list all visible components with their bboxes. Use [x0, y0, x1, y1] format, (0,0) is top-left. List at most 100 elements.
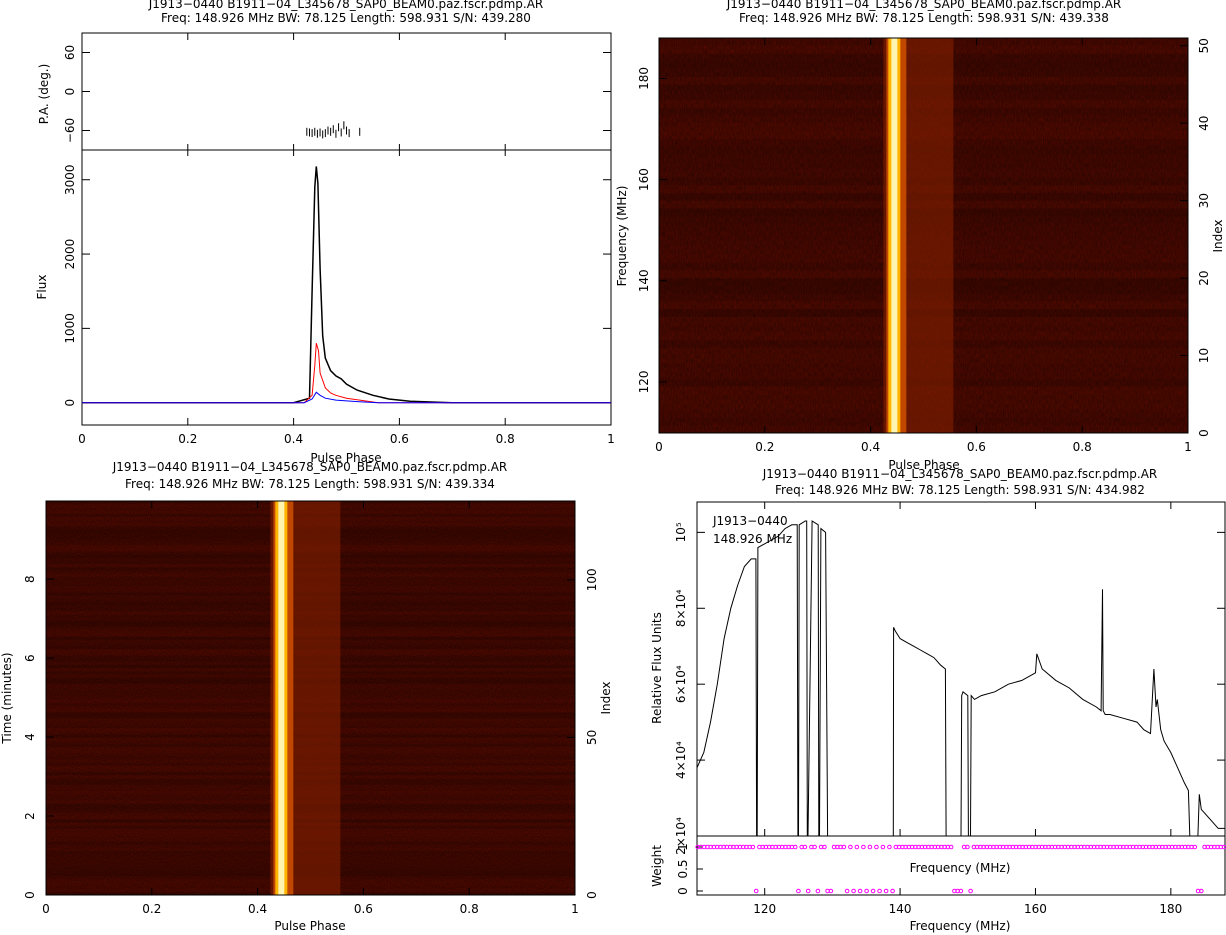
- weight-point: [864, 888, 869, 894]
- bandpass-y-label: Relative Flux Units: [650, 612, 664, 724]
- profile-xtick-label: 0.8: [496, 432, 515, 446]
- profile-xtick-label: 1: [607, 432, 615, 446]
- weight-point: [796, 888, 801, 894]
- phase-frequency-ytick-label: 180: [637, 67, 651, 90]
- profile-panel: J1913−0440 B1911−04_L345678_SAP0_BEAM0.p…: [35, 0, 615, 465]
- profile-xtick-label: 0: [78, 432, 86, 446]
- pa-ytick-label: −60: [63, 118, 77, 143]
- phase-time-panel: J1913−0440 B1911−04_L345678_SAP0_BEAM0.p…: [0, 460, 613, 933]
- bandpass-xtick-label: 180: [1159, 902, 1182, 916]
- pa-points: [306, 121, 361, 139]
- weight-point: [750, 844, 756, 850]
- bandpass-panel: J1913−0440 B1911−04_L345678_SAP0_BEAM0.p…: [650, 467, 1226, 933]
- weight-point: [890, 888, 895, 894]
- profile-y-label: Flux: [35, 275, 49, 300]
- profile-xtick-label: 0.2: [178, 432, 197, 446]
- weight-point: [851, 888, 856, 894]
- profile-xtick-label: 0.4: [284, 432, 303, 446]
- weight-point: [874, 844, 879, 850]
- phase-frequency-xtick-label: 0.2: [755, 440, 774, 454]
- profile-series-line: [82, 343, 611, 404]
- weight-point: [805, 888, 811, 894]
- weight-point: [1199, 888, 1204, 894]
- phase-frequency-axis-ticks: 0 0.2 0.4 0.6 0.8 1 120 140 160 180 0 10 20 30 40 50: [637, 38, 1211, 454]
- phase-time-xtick-label: 0.4: [248, 902, 267, 916]
- profile-series-line: [82, 391, 611, 404]
- bandpass-xtick-label: 140: [889, 902, 912, 916]
- bandpass-xtick-label: 120: [753, 902, 776, 916]
- weight-point: [792, 844, 798, 850]
- weight-point: [880, 844, 886, 850]
- weight-point: [965, 844, 970, 850]
- bandpass-title: J1913−0440 B1911−04_L345678_SAP0_BEAM0.p…: [762, 467, 1158, 481]
- weight-point: [1192, 844, 1198, 850]
- phase-frequency-index-tick-label: 30: [1197, 193, 1211, 208]
- bandpass-series: [696, 520, 1225, 837]
- weight-y-label: Weight: [650, 845, 664, 887]
- profile-xtick-label: 0.6: [390, 432, 409, 446]
- weight-point: [822, 844, 827, 850]
- profile-series: [82, 166, 611, 404]
- phase-frequency-ytick-label: 160: [637, 168, 651, 191]
- bandpass-x-label: Frequency (MHz): [910, 919, 1011, 933]
- pa-axis-label: P.A. (deg.): [37, 64, 51, 125]
- weight-point: [815, 888, 821, 894]
- weight-points: [695, 844, 1226, 894]
- weight-point: [844, 888, 850, 894]
- bandpass-annotation-freq: 148.926 MHz: [713, 532, 792, 546]
- bandpass-ytick-label: 6×10⁴: [674, 665, 688, 703]
- phase-time-index-tick-label: 100: [585, 568, 599, 591]
- weight-point: [857, 888, 863, 894]
- profile-ytick-label: 1000: [63, 313, 77, 344]
- profile-title: J1913−0440 B1911−04_L345678_SAP0_BEAM0.p…: [148, 0, 544, 11]
- bandpass-line: [696, 520, 1225, 837]
- phase-frequency-subtitle: Freq: 148.926 MHz BW: 78.125 Length: 598…: [739, 11, 1109, 25]
- weight-point: [887, 844, 892, 850]
- weight-point: [848, 844, 853, 850]
- phase-time-ytick-label: 4: [23, 733, 37, 741]
- profile-series-line: [82, 166, 611, 404]
- phase-time-xtick-label: 0.2: [142, 902, 161, 916]
- pa-axis-ticks: 60 0 −60: [63, 45, 611, 143]
- phase-time-y-label: Time (minutes): [0, 652, 14, 744]
- profile-axis-ticks: 0 0.2 0.4 0.6 0.8 1 0 1000 2000 3000: [63, 33, 615, 446]
- phase-frequency-ytick-label: 120: [637, 370, 651, 393]
- phase-time-subtitle: Freq: 148.926 MHz BW: 78.125 Length: 598…: [125, 477, 495, 491]
- phase-frequency-heatmap: [659, 38, 1188, 434]
- profile-ytick-label: 3000: [63, 164, 77, 195]
- phase-time-ytick-label: 2: [23, 812, 37, 820]
- bandpass-annotation-source: J1913−0440: [712, 514, 788, 528]
- bandpass-subtitle: Freq: 148.926 MHz BW: 78.125 Length: 598…: [775, 483, 1145, 497]
- phase-frequency-y-label: Frequency (MHz): [615, 186, 629, 287]
- phase-frequency-panel: J1913−0440 B1911−04_L345678_SAP0_BEAM0.p…: [615, 0, 1225, 472]
- weight-point: [802, 844, 808, 850]
- bandpass-ytick-label: 10⁵: [674, 522, 688, 542]
- phase-frequency-xtick-label: 0.6: [967, 440, 986, 454]
- phase-frequency-ytick-label: 140: [637, 269, 651, 292]
- profile-x-label: Pulse Phase: [310, 451, 381, 465]
- phase-time-title: J1913−0440 B1911−04_L345678_SAP0_BEAM0.p…: [112, 460, 508, 474]
- weight-x-label: Frequency (MHz): [910, 861, 1011, 875]
- phase-frequency-xtick-label: 0: [655, 440, 663, 454]
- weight-point: [828, 888, 834, 894]
- weight-point: [968, 888, 973, 894]
- phase-time-ytick-label: 0: [23, 891, 37, 899]
- weight-point: [877, 888, 882, 894]
- bandpass-ytick-label: 2×10⁴: [674, 817, 688, 855]
- phase-time-ytick-label: 8: [23, 575, 37, 583]
- phase-frequency-index-label: Index: [1211, 219, 1225, 252]
- phase-time-ytick-label: 6: [23, 654, 37, 662]
- weight-point: [812, 844, 817, 850]
- phase-time-index-tick-label: 50: [585, 730, 599, 745]
- weight-point: [841, 844, 847, 850]
- profile-subtitle: Freq: 148.926 MHz BW: 78.125 Length: 598…: [161, 11, 531, 25]
- weight-ytick-label: 0.5: [676, 859, 690, 878]
- bandpass-ytick-label: 4×10⁴: [674, 741, 688, 779]
- weight-point: [867, 844, 873, 850]
- bandpass-xtick-label: 160: [1024, 902, 1047, 916]
- phase-time-x-label: Pulse Phase: [274, 919, 345, 933]
- weight-point: [883, 888, 889, 894]
- weight-point: [870, 888, 876, 894]
- phase-frequency-pulse-core: [891, 38, 898, 433]
